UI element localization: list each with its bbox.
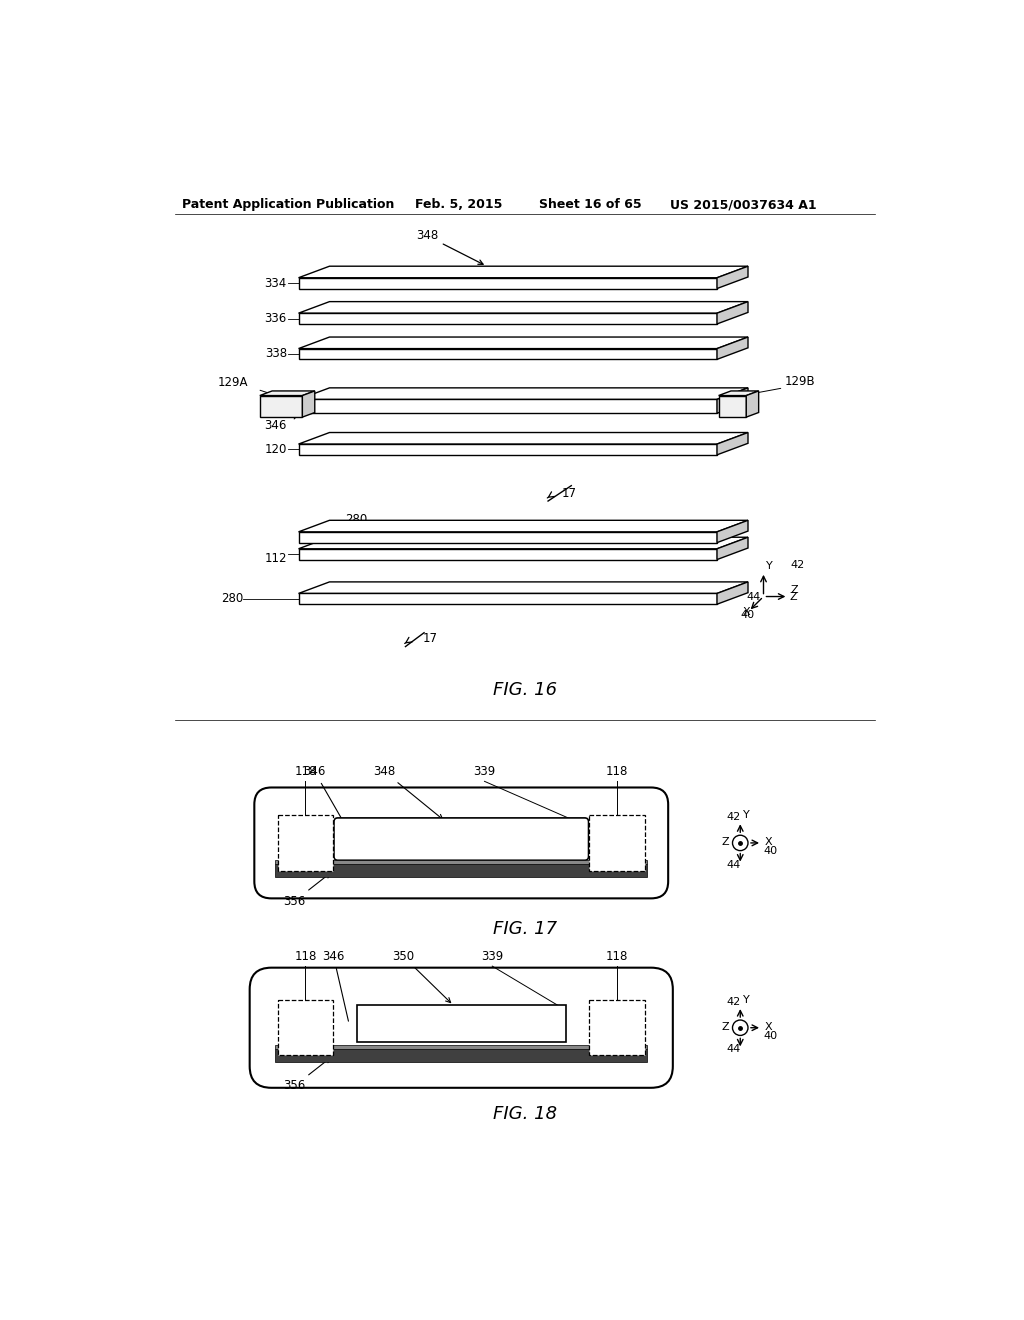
- Text: 118: 118: [606, 766, 628, 779]
- Text: 44: 44: [727, 859, 741, 870]
- Text: 356: 356: [284, 1057, 330, 1093]
- FancyBboxPatch shape: [250, 968, 673, 1088]
- Polygon shape: [717, 537, 748, 560]
- Polygon shape: [719, 391, 759, 396]
- Text: FIG. 18: FIG. 18: [493, 1105, 557, 1123]
- Text: 336: 336: [264, 312, 287, 325]
- Text: 348: 348: [373, 766, 442, 820]
- Text: 348: 348: [416, 230, 483, 264]
- Text: 112: 112: [264, 552, 287, 565]
- FancyBboxPatch shape: [254, 788, 669, 899]
- Text: 350: 350: [392, 950, 451, 1003]
- Text: 42: 42: [727, 997, 741, 1007]
- Text: 44: 44: [727, 1044, 741, 1055]
- Text: 339: 339: [481, 950, 504, 964]
- Polygon shape: [260, 396, 302, 417]
- Polygon shape: [299, 549, 717, 560]
- Text: 40: 40: [740, 610, 755, 619]
- Text: 44: 44: [746, 591, 761, 602]
- Polygon shape: [746, 391, 759, 417]
- Polygon shape: [299, 433, 748, 444]
- Text: 339: 339: [473, 766, 496, 779]
- Bar: [275, 1049, 647, 1061]
- Polygon shape: [299, 532, 717, 543]
- Polygon shape: [299, 537, 748, 549]
- Polygon shape: [717, 302, 748, 323]
- Bar: [589, 816, 645, 871]
- Text: Y: Y: [766, 561, 772, 570]
- Polygon shape: [299, 277, 717, 289]
- Text: 129B: 129B: [785, 375, 816, 388]
- Polygon shape: [299, 302, 748, 313]
- Text: X: X: [742, 607, 750, 616]
- Text: Z: Z: [790, 591, 797, 602]
- Bar: [275, 1044, 647, 1049]
- Polygon shape: [260, 391, 314, 396]
- Text: 17: 17: [423, 632, 437, 645]
- Text: 118: 118: [294, 766, 316, 779]
- Text: FIG. 17: FIG. 17: [493, 920, 557, 939]
- Text: 280: 280: [221, 593, 244, 606]
- Text: FRAME: FRAME: [293, 838, 318, 847]
- Text: 118: 118: [606, 950, 628, 964]
- Text: 280: 280: [345, 512, 368, 525]
- Polygon shape: [299, 267, 748, 277]
- Text: US 2015/0037634 A1: US 2015/0037634 A1: [671, 198, 817, 211]
- Text: Sheet 16 of 65: Sheet 16 of 65: [539, 198, 641, 211]
- Polygon shape: [299, 337, 748, 348]
- Text: 346: 346: [323, 950, 348, 1022]
- Text: 356: 356: [284, 873, 330, 908]
- Bar: [356, 1006, 565, 1043]
- Polygon shape: [299, 348, 717, 359]
- Text: Y: Y: [742, 810, 750, 820]
- Text: 17: 17: [562, 487, 577, 500]
- Text: Feb. 5, 2015: Feb. 5, 2015: [415, 198, 502, 211]
- Polygon shape: [299, 520, 748, 532]
- Text: 42: 42: [791, 560, 805, 570]
- Text: Z: Z: [722, 837, 729, 847]
- Bar: [275, 859, 647, 865]
- Text: 120: 120: [264, 444, 287, 455]
- Polygon shape: [717, 388, 748, 413]
- Text: FRAME: FRAME: [604, 1023, 630, 1032]
- Polygon shape: [302, 391, 314, 417]
- Bar: [278, 816, 334, 871]
- Text: 42: 42: [727, 812, 741, 822]
- Polygon shape: [717, 520, 748, 543]
- Polygon shape: [717, 582, 748, 605]
- Text: 40: 40: [764, 1031, 777, 1040]
- Text: FRAME: FRAME: [293, 1023, 318, 1032]
- Polygon shape: [299, 582, 748, 594]
- Text: Z: Z: [722, 1022, 729, 1032]
- Text: 129A: 129A: [218, 376, 248, 389]
- Text: X: X: [764, 1022, 772, 1032]
- Polygon shape: [299, 313, 717, 323]
- FancyBboxPatch shape: [334, 818, 589, 861]
- Polygon shape: [717, 337, 748, 359]
- Text: Z: Z: [791, 586, 799, 595]
- Text: 346: 346: [303, 766, 351, 836]
- Polygon shape: [299, 594, 717, 605]
- Text: 338: 338: [265, 347, 287, 360]
- Bar: [275, 865, 647, 876]
- Polygon shape: [299, 400, 717, 413]
- Text: 334: 334: [264, 277, 287, 289]
- Polygon shape: [299, 444, 717, 455]
- Polygon shape: [299, 388, 748, 400]
- Polygon shape: [717, 433, 748, 455]
- Text: FIG. 16: FIG. 16: [493, 681, 557, 700]
- Text: 118: 118: [294, 950, 316, 964]
- Bar: [589, 1001, 645, 1056]
- Bar: [278, 1001, 334, 1056]
- Text: FRAME: FRAME: [604, 838, 630, 847]
- Polygon shape: [717, 267, 748, 289]
- Text: X: X: [764, 837, 772, 847]
- Text: 40: 40: [764, 846, 777, 855]
- Text: Y: Y: [742, 995, 750, 1005]
- Text: 346: 346: [264, 420, 287, 433]
- Text: Patent Application Publication: Patent Application Publication: [182, 198, 394, 211]
- Polygon shape: [719, 396, 746, 417]
